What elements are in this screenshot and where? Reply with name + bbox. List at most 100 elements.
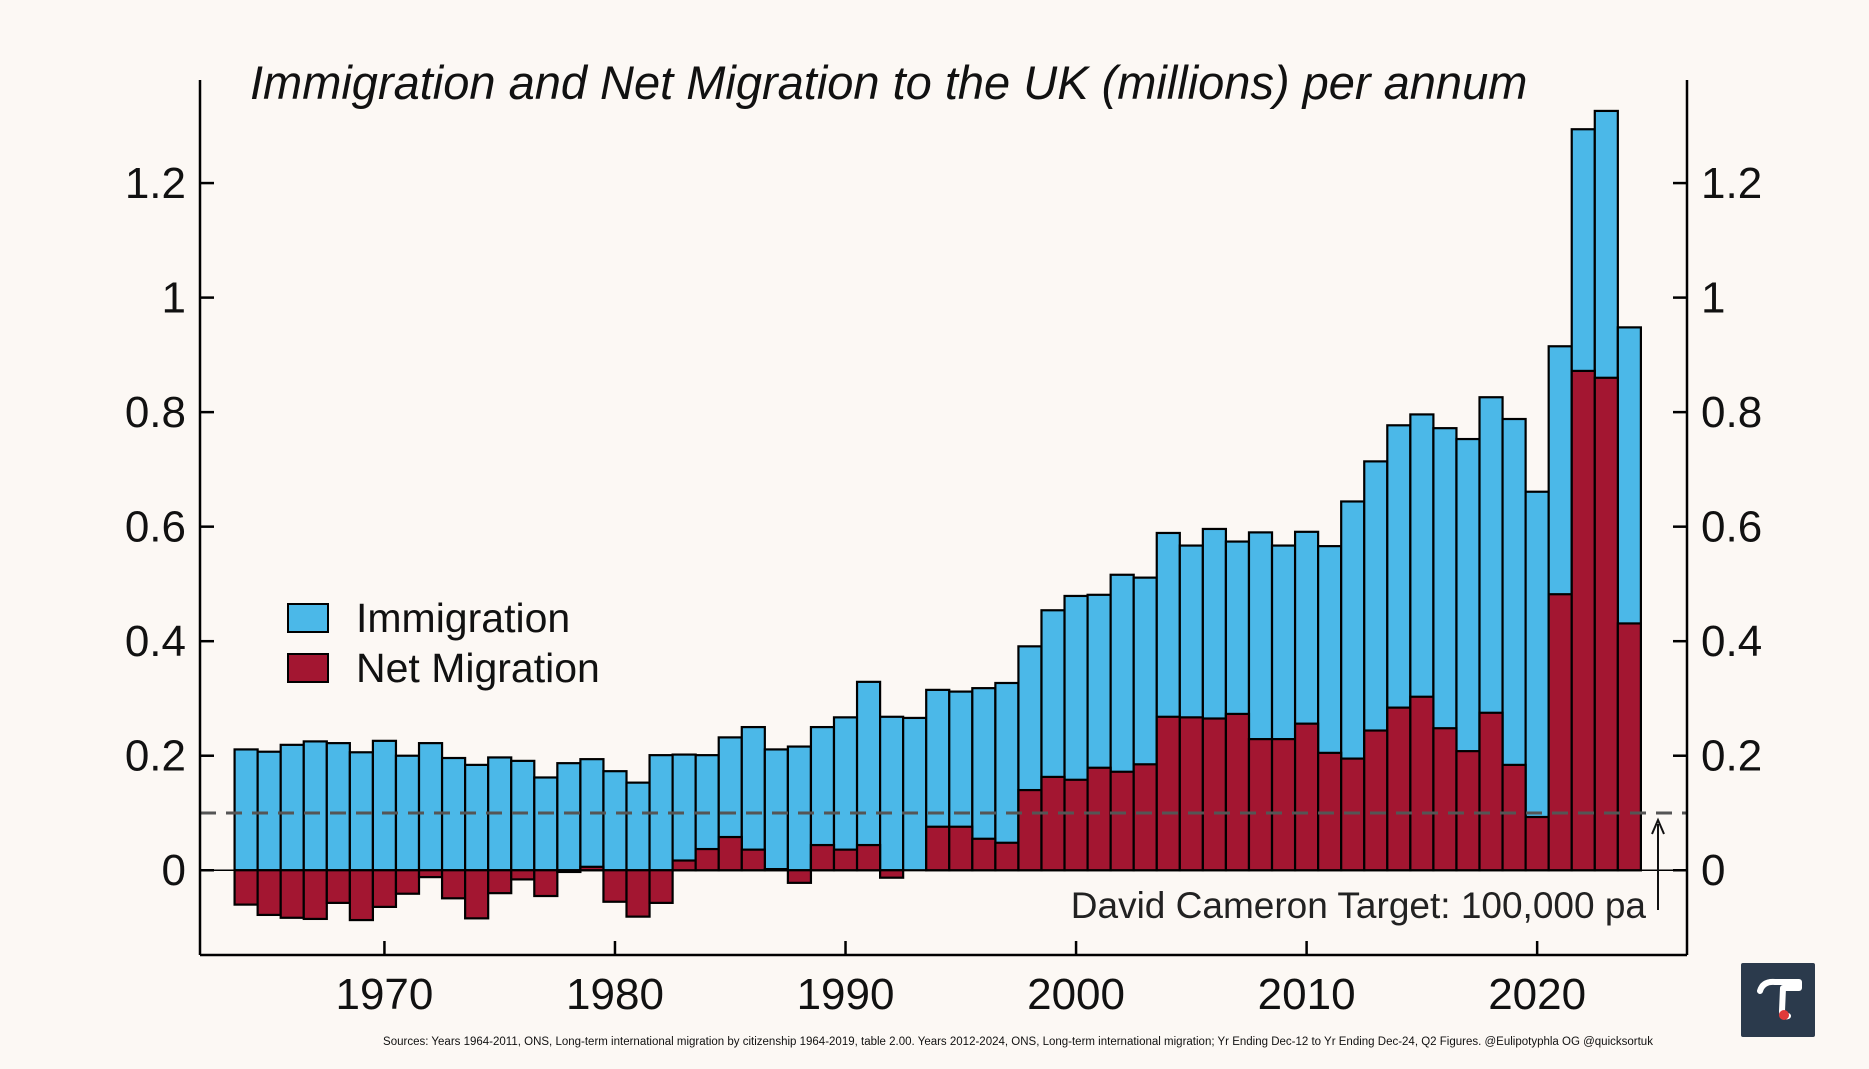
legend-swatch-net-migration [287,653,329,683]
legend-label-net-migration: Net Migration [356,645,600,691]
bar-immigration-1980 [602,770,628,872]
bar-immigration-1970 [371,739,398,872]
bar-immigration-1987 [763,748,789,872]
bar-immigration-1977 [533,776,559,872]
y-tick-label-left: 0 [162,846,186,895]
bar-net-migration-1974 [464,869,490,920]
bar-immigration-1979 [579,758,605,872]
bar-immigration-1974 [464,763,490,872]
bar-net-migration-2017 [1455,750,1481,872]
bar-net-migration-1989 [809,843,836,872]
bar-net-migration-1998 [1017,788,1043,872]
y-tick-label-left: 0.4 [125,617,186,666]
right-y-ticks: 0 0.2 0.4 0.6 0.8 1 1.2 [1673,159,1762,895]
bar-net-migration-2024 [1616,622,1642,872]
bar-net-migration-2022 [1570,369,1596,872]
bar-net-migration-1977 [533,869,559,898]
bar-immigration-1976 [510,759,536,872]
bar-immigration-1992 [879,715,905,872]
bar-net-migration-1967 [302,869,328,921]
bar-net-migration-1980 [602,869,628,903]
x-ticks: 1970 1980 1990 2000 2010 2020 [335,941,1586,1019]
bar-immigration-1978 [556,762,582,872]
x-tick-label: 2000 [1027,970,1125,1019]
bar-immigration-1991 [855,680,882,872]
y-tick-label-right: 1.2 [1701,159,1762,208]
bar-net-migration-1964 [233,869,259,906]
bar-net-migration-2015 [1409,695,1435,872]
bar-immigration-1972 [417,742,444,872]
y-tick-label-right: 0.8 [1701,388,1762,437]
bar-net-migration-1986 [740,848,766,872]
x-tick-label: 2010 [1258,970,1356,1019]
bar-net-migration-1966 [279,869,305,919]
bar-net-migration-1985 [717,835,743,872]
bar-net-migration-2004 [1155,715,1181,872]
source-note: Sources: Years 1964-2011, ONS, Long-term… [383,1036,1653,1048]
bar-net-migration-1983 [671,859,697,872]
y-tick-label-left: 0.2 [125,732,186,781]
legend: Immigration Net Migration [287,595,600,691]
bar-net-migration-1995 [948,825,974,872]
target-arrow-head [1651,817,1665,835]
x-tick-label: 1990 [797,970,895,1019]
bar-immigration-1968 [325,742,351,872]
bar-net-migration-2002 [1109,770,1135,872]
bar-net-migration-2000 [1063,778,1089,872]
bar-net-migration-2023 [1593,376,1619,872]
bar-net-migration-2014 [1386,706,1412,872]
bar-immigration-1993 [902,716,928,872]
bar-net-migration-2006 [1201,717,1228,872]
bar-net-migration-2020 [1524,815,1550,872]
y-tick-label-left: 1.2 [125,159,186,208]
x-tick-label: 1970 [335,970,433,1019]
y-tick-label-right: 0.4 [1701,617,1762,666]
bar-net-migration-2008 [1247,738,1274,872]
bar-net-migration-2018 [1478,711,1504,872]
bar-immigration-1965 [256,750,282,872]
bar-immigration-1969 [348,751,375,872]
tau-logo-icon [1741,963,1815,1037]
bar-net-migration-1990 [832,848,859,872]
bar-net-migration-2013 [1363,729,1389,872]
bar-net-migration-2019 [1501,763,1527,872]
bar-immigration-1964 [233,748,259,872]
bar-net-migration-2010 [1293,722,1320,872]
bar-net-migration-1984 [694,847,720,872]
bar-net-migration-1982 [648,869,674,904]
bar-net-migration-2021 [1547,593,1573,872]
bar-net-migration-2009 [1270,738,1297,872]
y-tick-label-right: 0.2 [1701,732,1762,781]
y-tick-label-left: 0.6 [125,503,186,552]
bar-net-migration-1970 [371,869,398,908]
target-annotation: David Cameron Target: 100,000 pa [1071,817,1665,926]
bar-net-migration-2007 [1224,712,1251,872]
bar-net-migration-1996 [971,837,997,872]
chart-title: Immigration and Net Migration to the UK … [250,56,1527,109]
bar-net-migration-1971 [394,869,421,895]
bar-net-migration-1972 [417,869,444,879]
bar-net-migration-2001 [1086,766,1112,872]
bar-net-migration-1975 [487,869,513,895]
bar-net-migration-1999 [1040,775,1066,872]
bar-net-migration-1994 [925,825,951,872]
bar-net-migration-2005 [1178,716,1204,872]
bar-net-migration-2016 [1432,727,1458,872]
bar-immigration-1990 [832,716,859,872]
bar-net-migration-1991 [855,843,882,872]
bar-net-migration-1976 [510,869,536,881]
bar-net-migration-1973 [440,869,467,900]
bar-net-migration-1988 [786,869,813,884]
y-tick-label-right: 1 [1701,274,1725,323]
bar-immigration-1966 [279,743,305,872]
net-migration-bars [233,369,1642,922]
target-annotation-label: David Cameron Target: 100,000 pa [1071,885,1647,926]
y-tick-label-left: 1 [162,274,186,323]
y-tick-label-right: 0 [1701,846,1725,895]
x-tick-label: 2020 [1488,970,1586,1019]
bar-net-migration-1969 [348,869,375,922]
bar-net-migration-1968 [325,869,351,904]
left-y-ticks: 0 0.2 0.4 0.6 0.8 1 1.2 [125,159,214,895]
